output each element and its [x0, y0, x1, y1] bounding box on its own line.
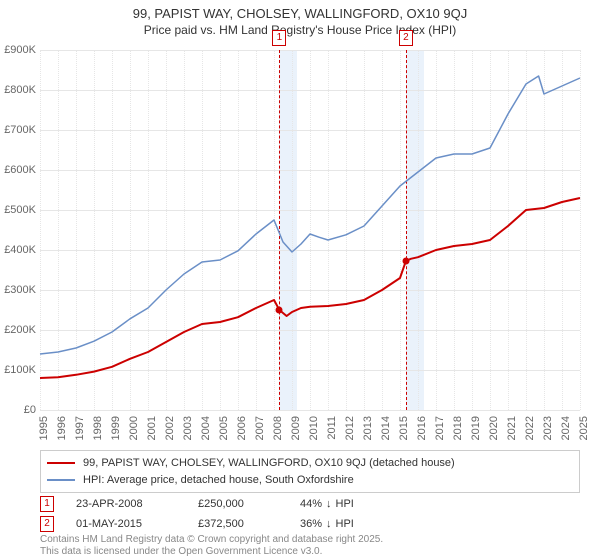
x-axis-tick-label: 2018 — [452, 416, 464, 440]
down-arrow-icon: ↓ — [326, 518, 332, 530]
footer-line2: This data is licensed under the Open Gov… — [40, 546, 383, 558]
gridline-horizontal — [40, 410, 580, 411]
x-axis-tick-label: 2010 — [308, 416, 320, 440]
y-axis-tick-label: £0 — [0, 404, 36, 416]
y-axis-tick-label: £200K — [0, 324, 36, 336]
transaction-date: 23-APR-2008 — [76, 498, 176, 510]
x-axis-tick-label: 2015 — [398, 416, 410, 440]
series-line-price_paid — [40, 198, 580, 378]
x-axis-tick-label: 2019 — [470, 416, 482, 440]
x-axis-tick-label: 2009 — [290, 416, 302, 440]
transaction-date: 01-MAY-2015 — [76, 518, 176, 530]
x-axis-tick-label: 2025 — [578, 416, 590, 440]
x-axis-tick-label: 1995 — [38, 416, 50, 440]
legend-entry-price-paid: 99, PAPIST WAY, CHOLSEY, WALLINGFORD, OX… — [47, 455, 573, 472]
y-axis-tick-label: £500K — [0, 204, 36, 216]
gridline-vertical — [580, 50, 581, 410]
diff-ref: HPI — [336, 518, 354, 530]
chart-lines-svg — [40, 50, 580, 410]
y-axis-tick-label: £700K — [0, 124, 36, 136]
x-axis-tick-label: 2012 — [344, 416, 356, 440]
diff-ref: HPI — [336, 498, 354, 510]
x-axis-tick-label: 2007 — [254, 416, 266, 440]
x-axis-tick-label: 2000 — [128, 416, 140, 440]
x-axis-tick-label: 1999 — [110, 416, 122, 440]
transaction-price: £250,000 — [198, 498, 278, 510]
x-axis-tick-label: 2021 — [506, 416, 518, 440]
diff-pct: 44% — [300, 498, 322, 510]
x-axis-tick-label: 1996 — [56, 416, 68, 440]
transaction-marker-2: 2 — [40, 516, 54, 532]
x-axis-tick-label: 2017 — [434, 416, 446, 440]
y-axis-tick-label: £100K — [0, 364, 36, 376]
series-line-hpi — [40, 76, 580, 354]
legend-swatch-blue — [47, 479, 75, 481]
table-row: 1 23-APR-2008 £250,000 44% ↓ HPI — [40, 494, 580, 514]
x-axis-tick-label: 2023 — [542, 416, 554, 440]
legend-entry-hpi: HPI: Average price, detached house, Sout… — [47, 472, 573, 489]
x-axis-tick-label: 2013 — [362, 416, 374, 440]
y-axis-tick-label: £600K — [0, 164, 36, 176]
diff-pct: 36% — [300, 518, 322, 530]
legend-swatch-red — [47, 462, 75, 464]
x-axis-tick-label: 1998 — [92, 416, 104, 440]
footer-line1: Contains HM Land Registry data © Crown c… — [40, 534, 383, 546]
x-axis-tick-label: 2014 — [380, 416, 392, 440]
y-axis-tick-label: £300K — [0, 284, 36, 296]
x-axis-tick-label: 2022 — [524, 416, 536, 440]
legend-label-hpi: HPI: Average price, detached house, Sout… — [83, 472, 354, 489]
y-axis-tick-label: £400K — [0, 244, 36, 256]
x-axis-tick-label: 2008 — [272, 416, 284, 440]
x-axis-tick-label: 2016 — [416, 416, 428, 440]
legend-box: 99, PAPIST WAY, CHOLSEY, WALLINGFORD, OX… — [40, 450, 580, 493]
event-marker-dot — [276, 307, 283, 314]
y-axis-tick-label: £900K — [0, 44, 36, 56]
transaction-diff: 36% ↓ HPI — [300, 518, 410, 530]
chart-plot-area: 12 £0£100K£200K£300K£400K£500K£600K£700K… — [40, 50, 580, 410]
x-axis-tick-label: 2006 — [236, 416, 248, 440]
x-axis-tick-label: 2020 — [488, 416, 500, 440]
x-axis-tick-label: 2001 — [146, 416, 158, 440]
x-axis-tick-label: 2002 — [164, 416, 176, 440]
footer-attribution: Contains HM Land Registry data © Crown c… — [40, 534, 383, 558]
legend-label-price-paid: 99, PAPIST WAY, CHOLSEY, WALLINGFORD, OX… — [83, 455, 455, 472]
event-marker-dot — [402, 258, 409, 265]
transaction-diff: 44% ↓ HPI — [300, 498, 410, 510]
x-axis-tick-label: 2005 — [218, 416, 230, 440]
table-row: 2 01-MAY-2015 £372,500 36% ↓ HPI — [40, 514, 580, 534]
transactions-table: 1 23-APR-2008 £250,000 44% ↓ HPI 2 01-MA… — [40, 494, 580, 534]
down-arrow-icon: ↓ — [326, 498, 332, 510]
x-axis-tick-label: 1997 — [74, 416, 86, 440]
event-marker-label: 2 — [399, 30, 413, 46]
y-axis-tick-label: £800K — [0, 84, 36, 96]
event-marker-label: 1 — [272, 30, 286, 46]
transaction-price: £372,500 — [198, 518, 278, 530]
x-axis-tick-label: 2024 — [560, 416, 572, 440]
x-axis-tick-label: 2003 — [182, 416, 194, 440]
x-axis-tick-label: 2011 — [326, 416, 338, 440]
x-axis-tick-label: 2004 — [200, 416, 212, 440]
transaction-marker-1: 1 — [40, 496, 54, 512]
chart-title-line1: 99, PAPIST WAY, CHOLSEY, WALLINGFORD, OX… — [0, 6, 600, 23]
